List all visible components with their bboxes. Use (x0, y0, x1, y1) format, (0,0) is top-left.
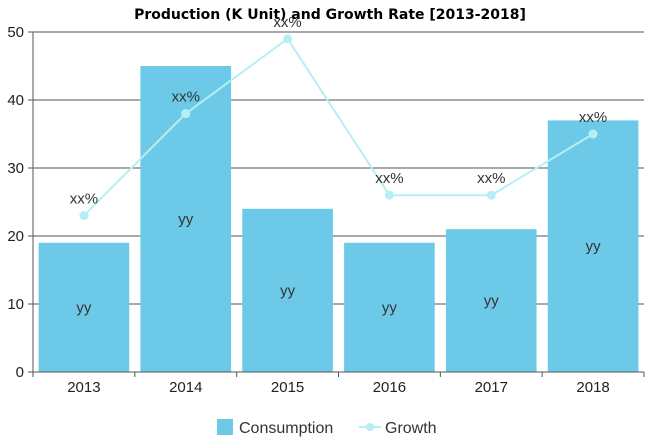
legend: Consumption Growth (217, 419, 437, 437)
x-tick-label-2016: 2016 (373, 379, 406, 396)
consumption-bars (38, 66, 639, 373)
y-tick-label-0: 0 (16, 364, 24, 381)
x-tick-label-2015: 2015 (271, 379, 304, 396)
bar-data-label-2018: yy (586, 238, 602, 255)
chart-title: Production (K Unit) and Growth Rate [201… (134, 7, 526, 23)
legend-swatch-consumption (217, 419, 233, 435)
growth-point-2014 (181, 109, 191, 119)
bar-data-label-2016: yy (382, 299, 398, 316)
y-tick-label-50: 50 (7, 24, 24, 41)
growth-point-2015 (283, 34, 293, 44)
growth-data-label-2014: xx% (172, 89, 200, 106)
x-tick-label-2017: 2017 (475, 379, 508, 396)
growth-point-2013 (79, 211, 89, 221)
bar-consumption-2016 (344, 242, 435, 372)
legend-label-growth: Growth (385, 420, 437, 437)
legend-swatch-growth-marker (366, 423, 374, 431)
bar-data-label-2013: yy (76, 299, 92, 316)
growth-data-label-2016: xx% (375, 170, 403, 187)
y-tick-label-20: 20 (7, 228, 24, 245)
growth-data-label-2018: xx% (579, 109, 607, 126)
y-tick-label-30: 30 (7, 160, 24, 177)
x-tick-label-2018: 2018 (576, 379, 609, 396)
data-labels: yy yy yy yy yy yy xx% xx% xx% xx% xx% xx% (70, 14, 608, 317)
gridlines (33, 31, 644, 305)
legend-label-consumption: Consumption (239, 420, 333, 437)
bar-consumption-2013 (38, 242, 130, 372)
bar-consumption-2017 (445, 229, 537, 372)
y-tick-label-40: 40 (7, 92, 24, 109)
x-tick-label-2013: 2013 (67, 379, 100, 396)
growth-line (83, 37, 594, 217)
bar-data-label-2015: yy (280, 282, 296, 299)
growth-data-label-2015: xx% (273, 14, 301, 31)
growth-point-2016 (384, 190, 394, 200)
y-tick-label-10: 10 (7, 296, 24, 313)
bar-data-label-2014: yy (178, 211, 194, 228)
bar-data-label-2017: yy (484, 293, 500, 310)
x-tick-label-2014: 2014 (169, 379, 202, 396)
growth-line-series (79, 34, 598, 221)
growth-point-2018 (588, 129, 598, 139)
bar-consumption-2018 (547, 120, 639, 373)
growth-data-label-2017: xx% (477, 170, 505, 187)
axes: 0 10 20 30 40 50 2013 2014 2015 2016 2017 2018 (7, 24, 645, 396)
bar-consumption-2015 (242, 208, 333, 372)
growth-data-label-2013: xx% (70, 191, 98, 208)
growth-point-2017 (486, 190, 496, 200)
